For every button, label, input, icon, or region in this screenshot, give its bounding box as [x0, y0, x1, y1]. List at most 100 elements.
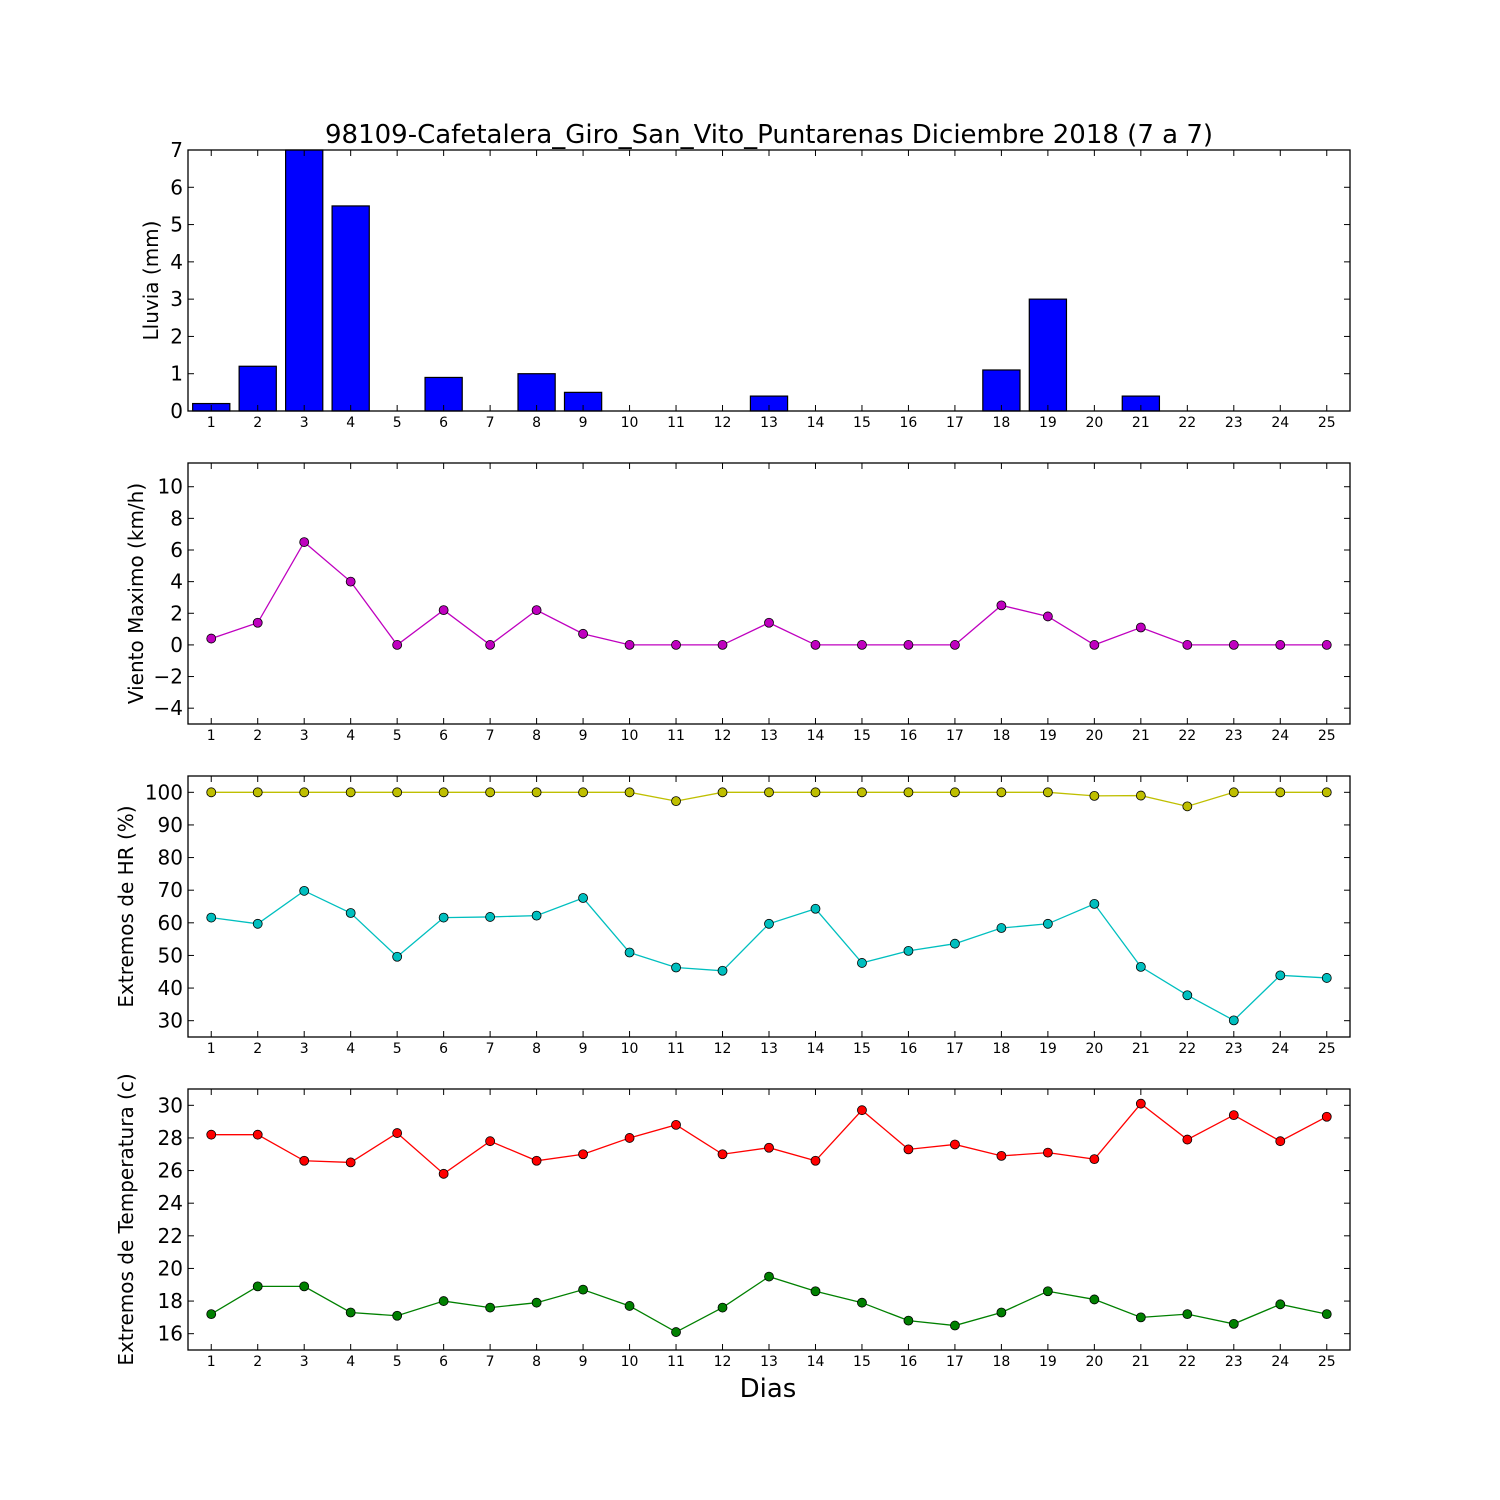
y-tick-label: 18 [158, 1289, 183, 1313]
x-tick-label: 11 [667, 728, 685, 744]
x-tick-label: 5 [393, 1041, 402, 1057]
series-1-point-day-15 [857, 640, 867, 650]
y-tick-label: −4 [154, 696, 183, 720]
x-tick-label: 14 [807, 728, 825, 744]
series-1-point-day-23 [1228, 1110, 1239, 1120]
bar-day-2 [238, 365, 277, 412]
x-tick-label: 25 [1318, 728, 1336, 744]
series-1-point-day-8 [531, 1155, 542, 1166]
x-tick-label: 21 [1132, 1354, 1150, 1370]
series-2-point-day-16 [903, 945, 914, 956]
x-tick-label: 5 [393, 728, 402, 744]
series-2-point-day-9 [578, 893, 588, 903]
series-1-point-day-8 [531, 787, 542, 798]
x-tick-label: 23 [1225, 1041, 1243, 1057]
series-line-1 [211, 1102, 1328, 1175]
series-2-point-day-11 [671, 1327, 681, 1337]
series-1-point-day-5 [392, 1128, 403, 1138]
y-tick-label: −2 [154, 665, 183, 689]
x-tick-label: 15 [853, 1354, 871, 1370]
x-tick-label: 17 [946, 1354, 964, 1370]
series-1-point-day-5 [392, 787, 403, 798]
x-tick-label: 25 [1318, 1041, 1336, 1057]
x-tick-label: 14 [807, 415, 825, 431]
series-1-point-day-1 [206, 633, 217, 644]
series-1-point-day-25 [1321, 1111, 1332, 1122]
series-2-point-day-19 [1042, 918, 1053, 929]
x-tick-label: 13 [760, 1354, 778, 1370]
series-1-point-day-10 [624, 640, 635, 650]
bar-day-18 [982, 369, 1021, 412]
bar-day-3 [285, 149, 324, 412]
series-2-point-day-16 [903, 1315, 914, 1326]
series-2-point-day-2 [252, 918, 263, 929]
series-2-point-day-10 [624, 947, 635, 958]
x-tick-label: 19 [1039, 728, 1057, 744]
series-2-point-day-20 [1089, 898, 1100, 909]
series-1-point-day-7 [485, 640, 496, 650]
y-tick-label: 60 [158, 911, 183, 935]
series-line-1 [211, 541, 1327, 646]
series-1-point-day-18 [996, 600, 1007, 611]
series-2-point-day-12 [717, 1302, 728, 1313]
x-tick-label: 11 [667, 1041, 685, 1057]
x-tick-label: 19 [1039, 1354, 1057, 1370]
series-2-point-day-8 [531, 910, 542, 921]
series-1-point-day-15 [857, 787, 867, 798]
series-1-point-day-9 [578, 787, 588, 798]
series-1-point-day-23 [1228, 640, 1239, 650]
series-1-point-day-17 [950, 787, 960, 798]
series-1-point-day-25 [1321, 787, 1332, 798]
y-tick-label: 16 [158, 1322, 183, 1346]
x-tick-label: 22 [1178, 728, 1196, 744]
x-tick-label: 11 [667, 1354, 685, 1370]
x-tick-label: 21 [1132, 1041, 1150, 1057]
x-tick-label: 17 [946, 1041, 964, 1057]
x-tick-label: 12 [714, 1041, 732, 1057]
y-tick-label: 90 [158, 813, 183, 837]
series-1-point-day-15 [857, 1105, 867, 1116]
series-1-point-day-24 [1275, 640, 1286, 650]
x-tick-label: 20 [1085, 1041, 1103, 1057]
series-2-point-day-11 [671, 962, 681, 973]
series-1-point-day-4 [345, 1157, 356, 1168]
x-tick-label: 15 [853, 1041, 871, 1057]
series-1-point-day-12 [717, 640, 728, 650]
x-tick-label: 14 [807, 1354, 825, 1370]
y-tick-label: 26 [158, 1159, 183, 1183]
x-tick-label: 10 [621, 415, 639, 431]
x-tick-label: 6 [439, 1041, 448, 1057]
series-2-point-day-9 [578, 1284, 588, 1295]
x-tick-label: 18 [992, 415, 1010, 431]
series-1-point-day-24 [1275, 787, 1286, 798]
series-2-point-day-5 [392, 1310, 403, 1321]
series-1-point-day-21 [1135, 790, 1146, 801]
series-2-point-day-17 [950, 1320, 960, 1331]
x-tick-label: 14 [807, 1041, 825, 1057]
series-2-point-day-25 [1321, 1309, 1332, 1320]
plot-frame [187, 775, 1351, 1038]
x-tick-label: 8 [532, 1041, 541, 1057]
series-1-point-day-16 [903, 787, 914, 798]
x-tick-label: 10 [621, 1354, 639, 1370]
series-1-point-day-9 [578, 1149, 588, 1160]
x-tick-label: 20 [1085, 1354, 1103, 1370]
series-1-point-day-20 [1089, 1154, 1100, 1165]
series-1-point-day-20 [1089, 640, 1100, 650]
series-2-point-day-14 [810, 903, 821, 914]
series-2-point-day-1 [206, 912, 217, 923]
y-axis-label: Extremos de HR (%) [114, 805, 138, 1007]
series-1-point-day-3 [299, 1155, 310, 1166]
series-1-point-day-4 [345, 576, 356, 587]
series-2-point-day-22 [1182, 990, 1193, 1001]
x-tick-label: 21 [1132, 728, 1150, 744]
x-tick-label: 24 [1271, 415, 1289, 431]
x-tick-label: 5 [393, 415, 402, 431]
x-tick-label: 9 [579, 1354, 588, 1370]
series-1-point-day-19 [1042, 611, 1053, 622]
x-tick-label: 12 [714, 1354, 732, 1370]
y-tick-label: 6 [170, 538, 183, 562]
x-tick-label: 23 [1225, 415, 1243, 431]
x-tick-label: 7 [486, 1041, 495, 1057]
series-2-point-day-5 [392, 951, 403, 962]
